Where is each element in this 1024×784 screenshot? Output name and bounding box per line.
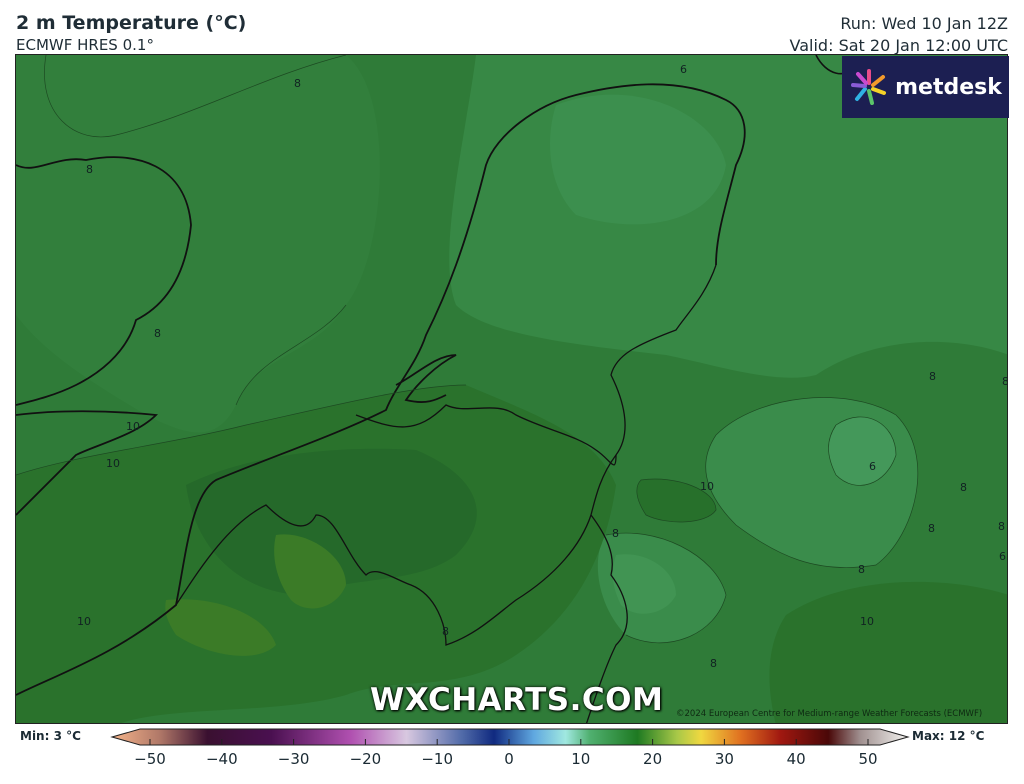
cool-area	[550, 94, 726, 225]
warm-area	[636, 479, 716, 522]
colorbar-tick-label: −10	[421, 750, 454, 768]
contour-label: 6	[869, 460, 876, 473]
colorbar	[110, 728, 910, 746]
contour-label: 8	[929, 370, 936, 383]
run-time: Run: Wed 10 Jan 12Z	[840, 14, 1008, 33]
cool-area	[612, 554, 676, 614]
warm-area	[165, 599, 276, 656]
model-label: ECMWF HRES 0.1°	[16, 36, 154, 54]
temperature-map: 8 6 8 8 10 10 10 8 8 8 6 8 8 8 6 10 8 8 10 8	[15, 54, 1008, 724]
colorbar-tick-label: 30	[714, 750, 734, 768]
warm-area	[186, 448, 477, 595]
contour-label: 8	[1002, 375, 1008, 388]
contour-label: 8	[86, 163, 93, 176]
contour-label: 8	[710, 657, 717, 670]
colorbar-tick-label: 50	[858, 750, 878, 768]
border	[355, 404, 617, 466]
contour-label: 8	[294, 77, 301, 90]
coastline	[16, 156, 192, 406]
colorbar-tick-label: 40	[786, 750, 806, 768]
contour-label: 10	[106, 457, 120, 470]
colorbar-tick-label: −30	[277, 750, 310, 768]
contour-label: 10	[860, 615, 874, 628]
contour-label: 6	[680, 63, 687, 76]
coastline	[16, 410, 158, 516]
contour-label: 10	[700, 480, 714, 493]
chart-title: 2 m Temperature (°C)	[16, 12, 247, 34]
contour-label: 6	[999, 550, 1006, 563]
contour-label: 8	[612, 527, 619, 540]
metdesk-logo: metdesk	[842, 56, 1009, 118]
border	[585, 264, 717, 723]
contour-label: 8	[998, 520, 1005, 533]
warm-area	[274, 534, 346, 609]
coastline	[16, 83, 746, 696]
contour-label: 8	[442, 625, 449, 638]
contour-label: 10	[77, 615, 91, 628]
map-layers: 8 6 8 8 10 10 10 8 8 8 6 8 8 8 6 10 8 8 10 8	[16, 55, 1008, 723]
colorbar-tick-label: −50	[134, 750, 166, 768]
cool-area	[16, 55, 380, 433]
colorbar-tick-label: 20	[643, 750, 663, 768]
max-temperature: Max: 12 °C	[912, 729, 985, 743]
contour-label: 8	[154, 327, 161, 340]
watermark: WXCHARTS.COM	[370, 682, 664, 718]
copyright-notice: ©2024 European Centre for Medium-range W…	[676, 709, 983, 719]
contour-label: 8	[858, 563, 865, 576]
colorbar-tick-label: −40	[205, 750, 238, 768]
logo-text: metdesk	[895, 74, 1002, 100]
colorbar-ticks	[149, 739, 869, 745]
coastline	[395, 354, 457, 403]
min-temperature: Min: 3 °C	[20, 729, 81, 743]
border	[175, 504, 592, 646]
warm-area	[769, 581, 1007, 723]
colorbar-tick-label: 10	[571, 750, 591, 768]
contour-label: 10	[126, 420, 140, 433]
contour-label: 8	[928, 522, 935, 535]
contour-label: 8	[960, 481, 967, 494]
metdesk-flower-icon	[851, 69, 887, 105]
colorbar-tick-label: 0	[504, 750, 514, 768]
valid-time: Valid: Sat 20 Jan 12:00 UTC	[789, 36, 1008, 55]
colorbar-tick-label: −20	[349, 750, 382, 768]
contour-labels: 8 6 8 8 10 10 10 8 8 8 6 8 8 8 6 10 8 8 10 8	[77, 63, 1008, 670]
cool-area	[828, 416, 896, 486]
